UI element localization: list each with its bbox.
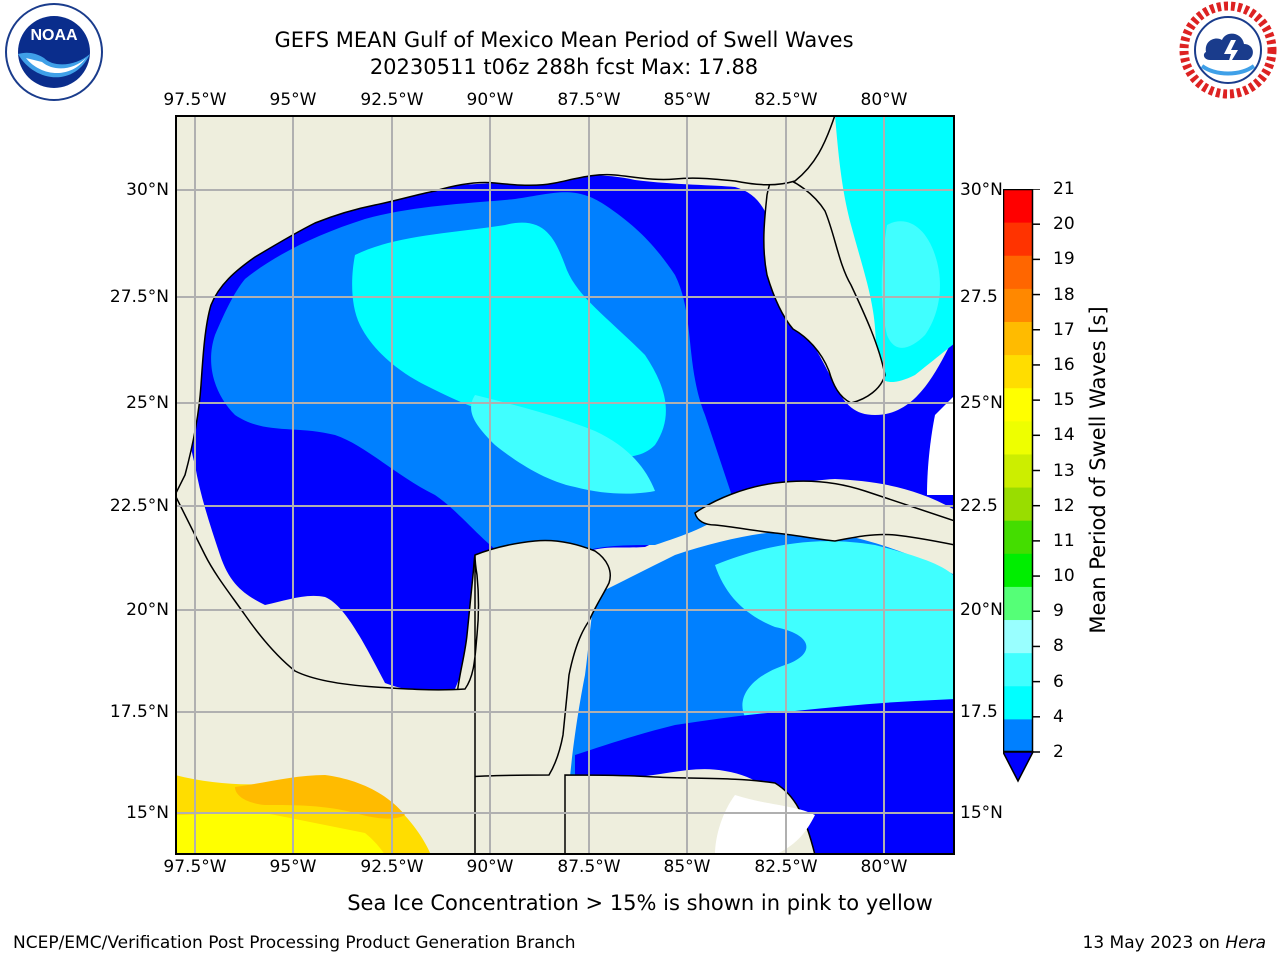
colorbar-tick-label: 10 — [1053, 566, 1075, 587]
lat-label: 30°N — [126, 180, 169, 200]
colorbar-tick-label: 20 — [1053, 214, 1075, 235]
colorbar-band — [1003, 487, 1033, 521]
chart-title: GEFS MEAN Gulf of Mexico Mean Period of … — [274, 28, 854, 52]
footer-credit: NCEP/EMC/Verification Post Processing Pr… — [13, 933, 576, 953]
colorbar-tick-label: 9 — [1053, 601, 1064, 622]
colorbar-tick-label: 14 — [1053, 425, 1075, 446]
lat-label: 27.5°N — [109, 287, 169, 307]
lon-label: 90°W — [466, 90, 514, 110]
footer-machine: Hera — [1225, 933, 1266, 953]
colorbar-tick-label: 2 — [1053, 742, 1064, 762]
us-gulf-coast-land — [175, 115, 836, 496]
colorbar — [1003, 189, 1040, 783]
lat-label: 25°N — [960, 393, 1003, 413]
colorbar-band — [1003, 387, 1033, 422]
colorbar-ticks — [1033, 189, 1040, 753]
lat-label: 17.5 — [960, 702, 998, 722]
colorbar-tick-label: 19 — [1053, 249, 1075, 270]
colorbar-frame — [1003, 189, 1034, 753]
colorbar-band — [1003, 652, 1033, 687]
colorbar-under-triangle — [1003, 751, 1035, 783]
lat-label: 22.5°N — [109, 496, 169, 516]
no-data-area — [927, 395, 955, 495]
colorbar-tick-label: 6 — [1053, 671, 1064, 692]
colorbar-band — [1003, 453, 1033, 488]
colorbar-band — [1003, 718, 1033, 753]
florida-land — [763, 174, 886, 404]
no-data-area — [715, 795, 815, 855]
lat-label: 17.5°N — [109, 702, 169, 722]
gulf-of-mexico-map — [175, 115, 955, 855]
noaa-logo-text: NOAA — [30, 27, 78, 44]
lon-label: 87.5°W — [557, 857, 621, 877]
map-frame — [175, 115, 955, 855]
lon-label: 87.5°W — [557, 90, 621, 110]
lat-label: 25°N — [126, 393, 169, 413]
lat-label: 15°N — [126, 803, 169, 823]
colorbar-band — [1003, 288, 1033, 322]
colorbar-band — [1003, 420, 1033, 455]
sea-ice-region — [235, 775, 405, 819]
lon-label: 92.5°W — [360, 857, 424, 877]
colorbar-band — [1003, 553, 1033, 587]
lon-label: 80°W — [860, 90, 908, 110]
sea-ice-region — [175, 812, 385, 855]
colorbar-tick-label: 18 — [1053, 284, 1075, 305]
caribbean-deep-blue — [575, 699, 955, 855]
lon-label: 97.5°W — [163, 90, 227, 110]
chart-subtitle: 20230511 t06z 288h fcst Max: 17.88 — [369, 55, 759, 79]
atlantic-light-cyan — [881, 221, 940, 348]
gulf-light-cyan-center — [471, 395, 655, 494]
lon-label: 85°W — [663, 857, 711, 877]
colorbar-tick-label: 12 — [1053, 495, 1075, 516]
colorbar-tick-label: 16 — [1053, 354, 1075, 375]
lon-label: 95°W — [269, 857, 317, 877]
gulf-cyan-center — [352, 222, 666, 457]
colorbar-band — [1003, 222, 1033, 256]
lat-label: 20°N — [960, 600, 1003, 620]
lon-label: 80°W — [860, 857, 908, 877]
colorbar-tick-label: 11 — [1053, 530, 1075, 551]
lat-label: 30°N — [960, 180, 1003, 200]
colorbar-tick-label: 17 — [1053, 319, 1075, 340]
footer-date-text: 13 May 2023 on — [1082, 933, 1226, 953]
lon-label: 95°W — [269, 90, 317, 110]
colorbar-band — [1003, 354, 1033, 389]
cuba-land — [694, 480, 955, 546]
colorbar-band — [1003, 520, 1033, 554]
colorbar-band — [1003, 189, 1033, 223]
lat-label: 27.5 — [960, 287, 998, 307]
colorbar-tick-label: 21 — [1053, 179, 1075, 199]
colorbar-tick-label: 15 — [1053, 390, 1075, 411]
national-weather-service-logo-icon — [1179, 1, 1277, 99]
map-grid — [175, 115, 955, 855]
colorbar-band — [1003, 685, 1033, 720]
colorbar-band — [1003, 586, 1033, 621]
lat-label: 15°N — [960, 803, 1003, 823]
yucatan-land — [455, 539, 611, 778]
colorbar-tick-label: 4 — [1053, 706, 1064, 727]
colorbar-title: Mean Period of Swell Waves [s] — [1086, 306, 1110, 634]
lon-label: 82.5°W — [754, 857, 818, 877]
colorbar-band — [1003, 321, 1033, 356]
mexico-land — [175, 494, 480, 855]
lon-label: 85°W — [663, 90, 711, 110]
sea-ice-note: Sea Ice Concentration > 15% is shown in … — [347, 891, 933, 915]
lon-label: 90°W — [466, 857, 514, 877]
lat-label: 20°N — [126, 600, 169, 620]
colorbar-band — [1003, 619, 1033, 654]
footer-date: 13 May 2023 on Hera — [1083, 933, 1267, 953]
caribbean-cyan — [715, 541, 955, 717]
lon-label: 82.5°W — [754, 90, 818, 110]
colorbar-tick-label: 8 — [1053, 636, 1064, 657]
colorbar-bands — [1003, 189, 1033, 753]
lat-label: 22.5 — [960, 496, 998, 516]
noaa-logo-icon: NOAA — [5, 3, 103, 101]
colorbar-band — [1003, 255, 1033, 289]
lon-label: 97.5°W — [163, 857, 227, 877]
lon-label: 92.5°W — [360, 90, 424, 110]
colorbar-tick-label: 13 — [1053, 460, 1075, 481]
